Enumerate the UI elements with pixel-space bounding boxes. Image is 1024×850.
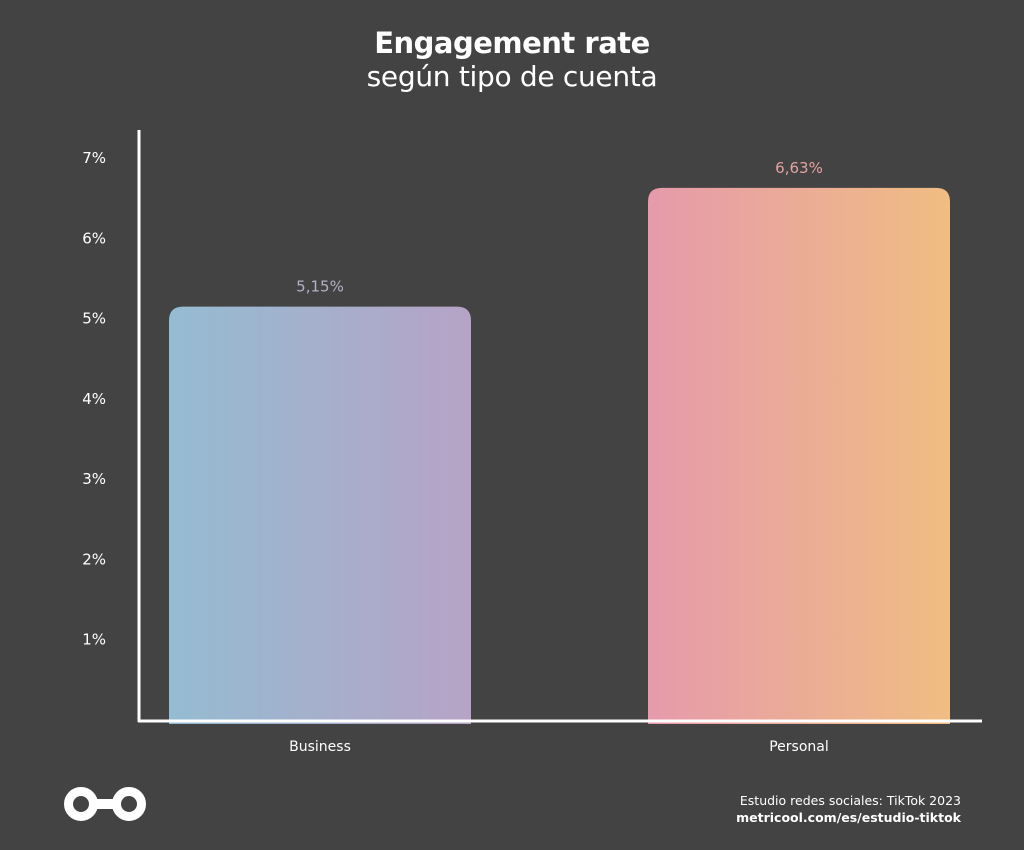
source-credit: Estudio redes sociales: TikTok 2023 metr…: [736, 792, 961, 826]
bars-layer: [169, 187, 950, 724]
x-ticks-layer: Business Personal: [289, 739, 829, 755]
source-url: metricool.com/es/estudio-tiktok: [736, 810, 961, 825]
source-text: Estudio redes sociales: TikTok 2023: [739, 793, 961, 808]
y-tick-label: 3%: [82, 470, 106, 488]
x-tick-label-personal: Personal: [769, 739, 829, 755]
value-labels-layer: 5,15% 6,63%: [296, 159, 823, 296]
y-tick-label: 7%: [82, 149, 106, 167]
y-tick-label: 5%: [82, 310, 106, 328]
chart-subtitle: según tipo de cuenta: [366, 60, 658, 93]
y-tick-label: 1%: [82, 631, 106, 649]
bar-business: [169, 306, 471, 724]
metricool-infinity-icon: [63, 786, 147, 826]
y-tick-label: 4%: [82, 390, 106, 408]
data-label-business: 5,15%: [296, 278, 344, 296]
y-tick-label: 6%: [82, 229, 106, 247]
y-ticks-layer: 1% 2% 3% 4% 5% 6% 7%: [82, 149, 106, 649]
x-tick-label-business: Business: [289, 739, 351, 755]
data-label-personal: 6,63%: [775, 159, 823, 177]
bar-personal: [648, 187, 950, 724]
y-tick-label: 2%: [82, 550, 106, 568]
chart-title: Engagement rate: [374, 26, 650, 60]
